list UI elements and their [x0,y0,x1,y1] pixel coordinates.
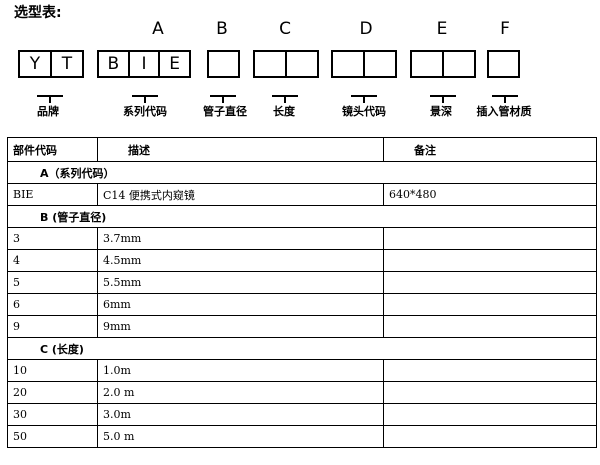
table-cell: 9mm [97,315,384,338]
table-cell: 20 [7,381,98,404]
table-cell: 30 [7,403,98,426]
code-letter-f: F [500,19,510,39]
header-note: 备注 [383,137,597,162]
table-cell [383,271,597,294]
tick-mark [272,95,298,103]
tick-mark [132,95,158,103]
table-cell: 4 [7,249,98,272]
table-row: 9 9mm [7,315,597,338]
table-cell [383,293,597,316]
table-cell: BIE [7,183,98,206]
section-title: C (长度) [7,337,597,360]
tick-mark [37,95,63,103]
code-letter-b: B [216,19,228,39]
table-cell: 3 [7,227,98,250]
table-cell [383,425,597,448]
table-row: 10 1.0m [7,359,597,382]
table-cell: 9 [7,315,98,338]
table-cell [383,249,597,272]
box-cell: E [169,54,181,74]
box-cell: Y [20,52,52,76]
table-cell: 640*480 [383,183,597,206]
page-title: 选型表: [14,5,62,21]
table-cell: 5 [7,271,98,294]
material-box [487,50,520,78]
tick-mark [351,95,377,103]
section-title: A（系列代码） [7,161,597,184]
table-cell [383,359,597,382]
header-code: 部件代码 [7,137,98,162]
label-series: 系列代码 [123,105,167,118]
table-cell: 3.0m [97,403,384,426]
length-box [253,50,319,78]
table-cell: 2.0 m [97,381,384,404]
label-brand: 品牌 [37,105,59,118]
section-title: B (管子直径) [7,205,597,228]
table-cell: 6mm [97,293,384,316]
table-cell: 4.5mm [97,249,384,272]
box-cell: T [61,54,73,74]
table-row: 6 6mm [7,293,597,316]
label-depth: 景深 [430,105,452,118]
table-row: 30 3.0m [7,403,597,426]
table-cell: 10 [7,359,98,382]
table-cell: 3.7mm [97,227,384,250]
series-box: B I E [97,50,191,78]
box-cell: B [99,52,130,76]
table-cell: 5.5mm [97,271,384,294]
tick-mark [210,95,236,103]
lens-box [331,50,397,78]
selection-table: 部件代码 描述 备注 A（系列代码） BIE C14 便携式内窥镜 640*480 B … [7,137,597,448]
table-cell: C14 便携式内窥镜 [97,183,384,206]
depth-box [410,50,476,78]
label-material: 插入管材质 [476,105,532,118]
brand-box: Y T [18,50,84,78]
table-cell [383,381,597,404]
code-letter-e: E [436,19,448,39]
table-cell: 1.0m [97,359,384,382]
table-cell [383,403,597,426]
table-cell [383,227,597,250]
table-header: 部件代码 描述 备注 [7,137,597,162]
table-row: 4 4.5mm [7,249,597,272]
box-cell: I [130,52,161,76]
table-cell: 5.0 m [97,425,384,448]
label-diameter: 管子直径 [203,105,247,118]
header-desc: 描述 [97,137,384,162]
diameter-box [207,50,240,78]
section-row: B (管子直径) [7,205,597,228]
tick-mark [492,95,518,103]
table-row: 5 5.5mm [7,271,597,294]
label-length: 长度 [273,105,295,118]
table-cell [383,315,597,338]
table-row: 20 2.0 m [7,381,597,404]
table-cell: 6 [7,293,98,316]
code-letter-a: A [152,19,164,39]
table-row: 3 3.7mm [7,227,597,250]
table-cell: 50 [7,425,98,448]
tick-mark [430,95,456,103]
section-row: C (长度) [7,337,597,360]
code-letter-d: D [359,19,373,39]
code-letter-c: C [279,19,291,39]
section-row: A（系列代码） [7,161,597,184]
label-lens: 镜头代码 [342,105,386,118]
table-row: 50 5.0 m [7,425,597,448]
table-row: BIE C14 便携式内窥镜 640*480 [7,183,597,206]
